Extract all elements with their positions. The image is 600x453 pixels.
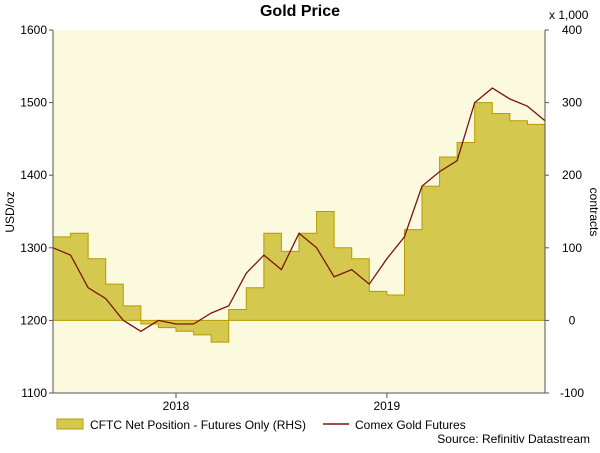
right-axis-ticks: -100 0 100 200 300 400 bbox=[545, 23, 584, 400]
x-axis-ticks: 2018 2019 bbox=[163, 393, 401, 413]
legend-label-area: CFTC Net Position - Futures Only (RHS) bbox=[90, 418, 306, 432]
source-note: Source: Refinitiv Datastream bbox=[437, 432, 590, 446]
left-tick-label: 1600 bbox=[20, 23, 47, 37]
left-tick-label: 1300 bbox=[20, 241, 47, 255]
left-tick-label: 1500 bbox=[20, 96, 47, 110]
left-tick-label: 1200 bbox=[20, 313, 47, 327]
right-tick-label: 0 bbox=[569, 313, 576, 327]
line-series-layer bbox=[52, 87, 546, 333]
chart-title: Gold Price bbox=[260, 3, 340, 20]
right-tick-label: 100 bbox=[562, 241, 582, 255]
legend-swatch-area bbox=[56, 418, 84, 430]
left-axis-ticks: 1100 1200 1300 1400 1500 1600 bbox=[20, 23, 53, 400]
right-tick-label: -100 bbox=[560, 386, 584, 400]
right-tick-label: 200 bbox=[562, 168, 582, 182]
right-tick-label: 400 bbox=[562, 23, 582, 37]
area-series-cftc bbox=[52, 102, 546, 343]
left-axis-label: USD/oz bbox=[3, 191, 17, 232]
line-series-comex bbox=[52, 87, 546, 333]
left-tick-label: 1400 bbox=[20, 168, 47, 182]
left-tick-label: 1100 bbox=[21, 386, 47, 400]
x-tick-label: 2018 bbox=[163, 399, 190, 413]
x-tick-label: 2019 bbox=[374, 399, 401, 413]
legend-label-line: Comex Gold Futures bbox=[355, 418, 466, 432]
right-tick-label: 300 bbox=[562, 96, 582, 110]
right-axis-multiplier: x 1,000 bbox=[549, 8, 589, 22]
right-axis-label: contracts bbox=[587, 188, 600, 237]
legend: CFTC Net Position - Futures Only (RHS) C… bbox=[56, 418, 466, 432]
area-series-layer bbox=[52, 102, 546, 343]
